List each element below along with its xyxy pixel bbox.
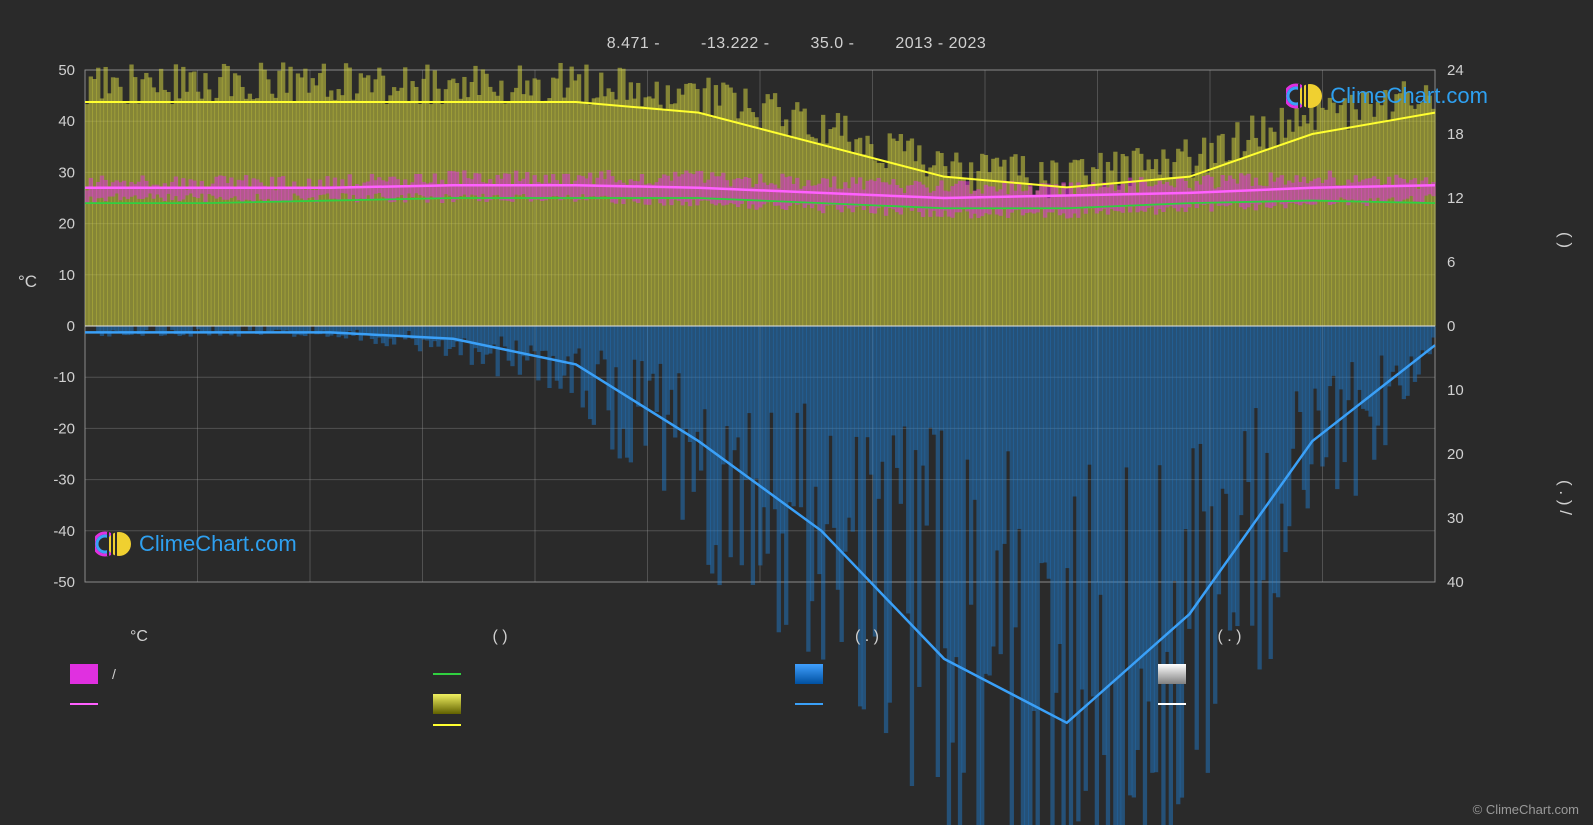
svg-text:50: 50 [58,62,75,79]
legend-row: / [70,664,1520,684]
legend-item [795,664,1158,684]
svg-text:40: 40 [58,113,75,130]
climate-chart: 8.471 - -13.222 - 35.0 - 2013 - 2023 °C … [0,0,1593,825]
legend-item [795,724,1158,726]
meta-lon: -13.222 - [701,35,774,52]
svg-text:6: 6 [1447,254,1455,271]
legend-item [433,664,796,684]
svg-text:18: 18 [1447,126,1464,143]
legend-header: °C ( ) ( . ) ( . ) [70,628,1520,646]
legend-swatch [70,664,98,684]
legend-row [70,694,1520,714]
legend-item [70,724,433,726]
svg-text:30: 30 [58,164,75,181]
legend-swatch [795,664,823,684]
legend-item: / [70,664,433,684]
legend-item [1158,664,1521,684]
svg-text:-10: -10 [53,369,75,386]
legend-swatch [433,673,461,675]
legend: °C ( ) ( . ) ( . ) / [70,628,1520,736]
brand-logo-lower: ClimeChart.com [95,530,297,558]
y-axis-left-label: °C [18,272,37,292]
svg-text:-50: -50 [53,574,75,591]
svg-text:-40: -40 [53,523,75,540]
y-axis-right-upper-label: ( ) [1555,232,1575,248]
brand-text: ClimeChart.com [1330,83,1488,109]
copyright: © ClimeChart.com [1473,802,1579,817]
y-axis-right-lower-label: ( . ) / [1555,480,1575,515]
brand-text: ClimeChart.com [139,531,297,557]
svg-text:0: 0 [1447,318,1455,335]
legend-header-3: ( . ) [1158,628,1521,646]
legend-header-2: ( . ) [795,628,1158,646]
svg-text:20: 20 [1447,446,1464,463]
svg-text:20: 20 [58,216,75,233]
svg-text:10: 10 [1447,382,1464,399]
legend-row [70,724,1520,726]
legend-header-0: °C [70,628,433,646]
legend-swatch [1158,664,1186,684]
chart-meta: 8.471 - -13.222 - 35.0 - 2013 - 2023 [0,35,1593,53]
svg-text:40: 40 [1447,574,1464,591]
svg-text:10: 10 [58,267,75,284]
legend-label: / [112,666,116,682]
svg-text:12: 12 [1447,190,1464,207]
legend-swatch [795,703,823,705]
legend-item [1158,724,1521,726]
legend-swatch [433,724,461,726]
svg-text:-20: -20 [53,420,75,437]
meta-years: 2013 - 2023 [895,35,986,52]
svg-text:30: 30 [1447,510,1464,527]
legend-item [433,694,796,714]
brand-logo-upper: ClimeChart.com [1286,82,1488,110]
legend-swatch [1158,703,1186,705]
meta-alt: 35.0 - [810,35,859,52]
svg-text:-30: -30 [53,472,75,489]
svg-text:24: 24 [1447,62,1464,79]
legend-item [433,724,796,726]
legend-item [795,694,1158,714]
legend-swatch [70,703,98,705]
legend-header-1: ( ) [433,628,796,646]
svg-text:0: 0 [67,318,75,335]
legend-item [70,694,433,714]
legend-swatch [433,694,461,714]
legend-item [1158,694,1521,714]
meta-lat: 8.471 - [607,35,665,52]
